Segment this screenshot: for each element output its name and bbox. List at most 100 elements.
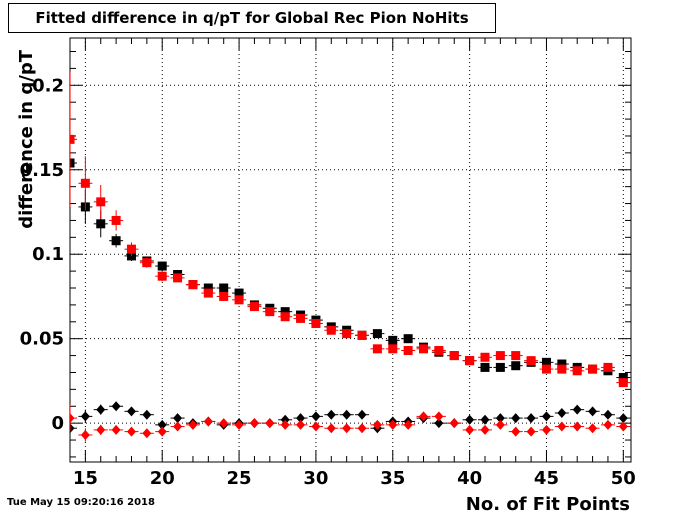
data-point-square (126, 244, 136, 254)
y-tick-label: 0 (51, 413, 64, 434)
data-point-square (511, 361, 521, 371)
data-point-square (434, 346, 444, 356)
title-box: Fitted difference in q/pT for Global Rec… (8, 3, 496, 33)
y-tick-label: 0.05 (20, 329, 64, 350)
data-point-diamond (70, 423, 75, 434)
data-point-square (219, 283, 229, 293)
x-tick-label: 15 (73, 468, 98, 489)
timestamp: Tue May 15 09:20:16 2018 (7, 497, 155, 508)
x-tick-label: 50 (611, 468, 636, 489)
data-point-diamond (326, 409, 336, 420)
data-point-diamond (372, 419, 382, 430)
data-point-square (465, 356, 475, 366)
data-point-diamond (96, 404, 106, 415)
data-point-diamond (511, 413, 521, 424)
data-point-diamond (234, 419, 244, 430)
data-point-square (495, 351, 505, 361)
data-point-square (526, 356, 536, 366)
x-tick-label: 35 (380, 468, 405, 489)
data-point-diamond (142, 409, 152, 420)
data-point-square (572, 366, 582, 376)
series-3 (70, 404, 631, 442)
data-point-diamond (388, 419, 398, 430)
data-point-diamond (311, 411, 321, 422)
data-point-diamond (480, 424, 490, 435)
data-point-square (557, 359, 567, 369)
data-point-square (111, 236, 121, 246)
data-point-square (372, 329, 382, 339)
data-point-diamond (572, 421, 582, 432)
data-point-diamond (111, 424, 121, 435)
y-tick-label: 0.15 (20, 160, 64, 181)
data-point-diamond (326, 423, 336, 434)
data-point-diamond (480, 414, 490, 425)
data-point-diamond (219, 418, 229, 429)
data-point-square (96, 197, 106, 207)
data-point-diamond (173, 421, 183, 432)
x-tick-label: 20 (150, 468, 175, 489)
data-point-square (541, 364, 551, 374)
data-point-square (480, 352, 490, 362)
data-point-square (142, 258, 152, 268)
data-point-square (495, 362, 505, 372)
data-point-diamond (126, 406, 136, 417)
data-point-square (249, 302, 259, 312)
data-point-square (588, 364, 598, 374)
data-point-square (234, 295, 244, 305)
data-point-diamond (434, 418, 444, 429)
data-point-square (80, 178, 90, 188)
x-axis-label: No. of Fit Points (466, 494, 630, 514)
data-point-diamond (618, 413, 628, 424)
data-point-diamond (203, 416, 213, 427)
data-point-square (96, 219, 106, 229)
data-point-diamond (495, 413, 505, 424)
data-point-square (403, 334, 413, 344)
data-point-diamond (357, 409, 367, 420)
data-point-square (280, 307, 290, 317)
data-point-diamond (557, 421, 567, 432)
data-point-square (403, 346, 413, 356)
data-point-square (173, 273, 183, 283)
data-point-square (111, 215, 121, 225)
data-point-diamond (526, 426, 536, 437)
data-point-diamond (603, 409, 613, 420)
data-point-square (388, 335, 398, 345)
data-point-square (219, 291, 229, 301)
data-point-square (449, 351, 459, 361)
data-point-square (419, 344, 429, 354)
data-point-square (557, 364, 567, 374)
data-point-diamond (495, 419, 505, 430)
data-point-diamond (296, 419, 306, 430)
data-point-square (157, 271, 167, 281)
data-point-diamond (541, 411, 551, 422)
data-point-diamond (111, 401, 121, 412)
x-tick-label: 30 (303, 468, 328, 489)
data-point-diamond (157, 419, 167, 430)
data-point-square (203, 288, 213, 298)
data-point-diamond (419, 411, 429, 422)
data-point-diamond (311, 421, 321, 432)
data-point-diamond (80, 429, 90, 440)
data-point-diamond (296, 413, 306, 424)
data-point-diamond (526, 413, 536, 424)
data-point-diamond (70, 413, 75, 424)
data-point-square (280, 312, 290, 322)
data-point-diamond (449, 418, 459, 429)
plot-area (70, 71, 631, 442)
data-point-diamond (188, 419, 198, 430)
data-point-diamond (618, 421, 628, 432)
data-point-diamond (588, 406, 598, 417)
data-point-square (541, 357, 551, 367)
grid-layer (70, 38, 631, 462)
x-tick-label: 25 (227, 468, 252, 489)
data-point-diamond (465, 424, 475, 435)
data-point-diamond (157, 426, 167, 437)
data-point-diamond (96, 424, 106, 435)
data-point-square (157, 261, 167, 271)
data-point-diamond (557, 408, 567, 419)
data-point-diamond (434, 411, 444, 422)
data-point-square (618, 373, 628, 383)
data-point-diamond (541, 424, 551, 435)
y-axis-label: difference in q/pT (16, 49, 37, 228)
